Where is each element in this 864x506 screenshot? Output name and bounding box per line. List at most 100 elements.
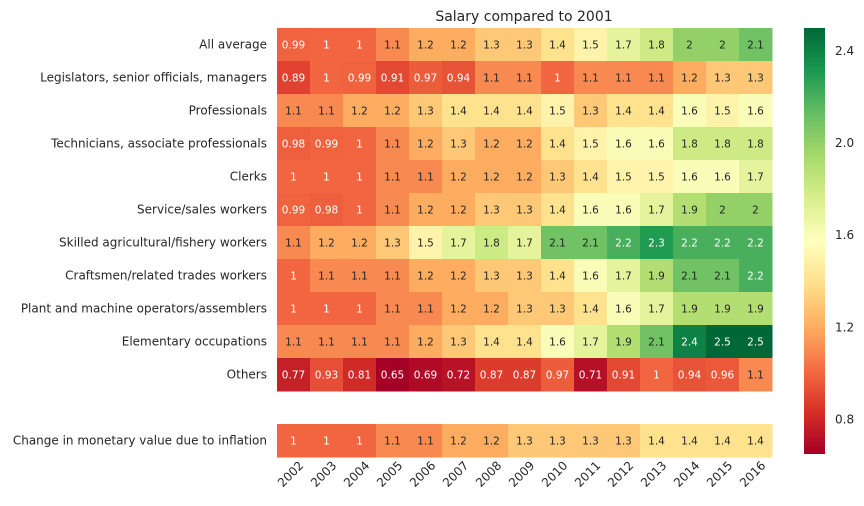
heatmap-cell — [376, 127, 410, 161]
cell-value-label: 1.1 — [417, 436, 434, 448]
cell-value-label: 1.6 — [615, 304, 632, 316]
cell-value-label: 2.1 — [582, 238, 599, 250]
cell-value-label: 1.8 — [681, 139, 698, 151]
cell-value-label: 1.2 — [417, 205, 434, 217]
cell-value-label: 2 — [719, 205, 726, 217]
heatmap-cell — [574, 193, 608, 227]
cell-value-label: 1.8 — [747, 139, 764, 151]
cell-value-label: 1.4 — [648, 106, 665, 118]
heatmap-cell — [706, 193, 740, 227]
cell-value-label: 1.2 — [450, 436, 467, 448]
heatmap-cell — [475, 193, 509, 227]
cell-value-label: 1.3 — [516, 304, 533, 316]
cell-value-label: 1 — [653, 370, 660, 382]
column-label: 2002 — [275, 458, 306, 489]
cell-value-label: 1.1 — [384, 436, 401, 448]
cell-value-label: 0.91 — [612, 370, 635, 382]
cell-value-label: 0.87 — [480, 370, 503, 382]
heatmap-cell — [475, 94, 509, 128]
heatmap-cell — [310, 292, 344, 326]
cell-value-label: 1.2 — [450, 172, 467, 184]
heatmap-cell — [541, 61, 575, 95]
heatmap-cell — [442, 160, 476, 194]
heatmap-cell — [607, 325, 641, 359]
cell-value-label: 1.2 — [450, 271, 467, 283]
heatmap-cell — [343, 424, 377, 458]
heatmap-cell — [442, 424, 476, 458]
cell-value-label: 1.2 — [516, 139, 533, 151]
heatmap-cell — [706, 94, 740, 128]
heatmap-cell — [739, 226, 773, 260]
heatmap-cell — [277, 94, 311, 128]
cell-value-label: 1.3 — [549, 304, 566, 316]
heatmap-cell — [739, 193, 773, 227]
heatmap-cell — [310, 259, 344, 293]
cell-value-label: 1.2 — [483, 436, 500, 448]
colorbar-tick-label: 1.2 — [835, 320, 854, 334]
row-label: Legislators, senior officials, managers — [40, 71, 267, 85]
column-label: 2005 — [374, 458, 405, 489]
heatmap-cell — [442, 94, 476, 128]
cell-value-label: 1.2 — [318, 238, 335, 250]
cell-value-label: 1.1 — [318, 337, 335, 349]
cell-value-label: 1.5 — [648, 172, 665, 184]
heatmap-cell — [640, 358, 674, 392]
heatmap-cell — [739, 28, 773, 62]
heatmap-cell — [310, 358, 344, 392]
cell-value-label: 1.1 — [417, 172, 434, 184]
heatmap-cell — [508, 127, 542, 161]
heatmap-cell — [640, 94, 674, 128]
heatmap-cell — [574, 259, 608, 293]
heatmap-cell — [541, 325, 575, 359]
heatmap-cell — [640, 127, 674, 161]
heatmap-cell — [277, 160, 311, 194]
heatmap-cell — [475, 325, 509, 359]
cell-value-label: 1.5 — [582, 40, 599, 52]
heatmap-cell — [541, 193, 575, 227]
cell-value-label: 1.4 — [615, 106, 632, 118]
cell-value-label: 0.99 — [348, 73, 371, 85]
heatmap-cell — [376, 160, 410, 194]
cell-value-label: 1.1 — [747, 370, 764, 382]
colorbar-tick-label: 2.4 — [835, 44, 854, 58]
cell-value-label: 1.3 — [549, 172, 566, 184]
heatmap-cell — [508, 160, 542, 194]
heatmap-cell — [640, 259, 674, 293]
cell-value-label: 1.1 — [516, 73, 533, 85]
heatmap-cell — [508, 424, 542, 458]
heatmap-cell — [310, 424, 344, 458]
cell-value-label: 1.1 — [384, 304, 401, 316]
heatmap-cell — [442, 226, 476, 260]
cell-value-label: 1.3 — [714, 73, 731, 85]
heatmap-cell — [673, 424, 707, 458]
cell-value-label: 0.99 — [282, 205, 305, 217]
cell-value-label: 1.2 — [417, 40, 434, 52]
cell-value-label: 2.3 — [648, 238, 665, 250]
cell-value-label: 1.3 — [516, 205, 533, 217]
heatmap-cell — [673, 358, 707, 392]
heatmap-cell — [541, 259, 575, 293]
cell-value-label: 1 — [323, 40, 330, 52]
cell-value-label: 0.97 — [414, 73, 437, 85]
cell-value-label: 1.4 — [516, 106, 533, 118]
cell-value-label: 1.1 — [351, 337, 368, 349]
cell-value-label: 1.1 — [285, 238, 302, 250]
column-label: 2009 — [506, 458, 537, 489]
cell-value-label: 1.3 — [516, 40, 533, 52]
heatmap-cell — [640, 61, 674, 95]
heatmap-cell — [277, 61, 311, 95]
cell-value-label: 1 — [356, 304, 363, 316]
row-labels: All average Legislators, senior officials… — [13, 38, 267, 448]
heatmap-cell — [574, 94, 608, 128]
cell-value-label: 1.6 — [615, 205, 632, 217]
heatmap-cell — [343, 94, 377, 128]
cell-value-label: 1 — [356, 436, 363, 448]
heatmap-cell — [376, 292, 410, 326]
cell-value-label: 0.99 — [282, 40, 305, 52]
colorbar-tick-label: 0.8 — [835, 412, 854, 426]
heatmap-cell — [343, 127, 377, 161]
cell-value-label: 1.4 — [582, 172, 599, 184]
cell-value-label: 0.77 — [282, 370, 305, 382]
heatmap-cell — [706, 160, 740, 194]
cell-value-label: 1.2 — [516, 172, 533, 184]
